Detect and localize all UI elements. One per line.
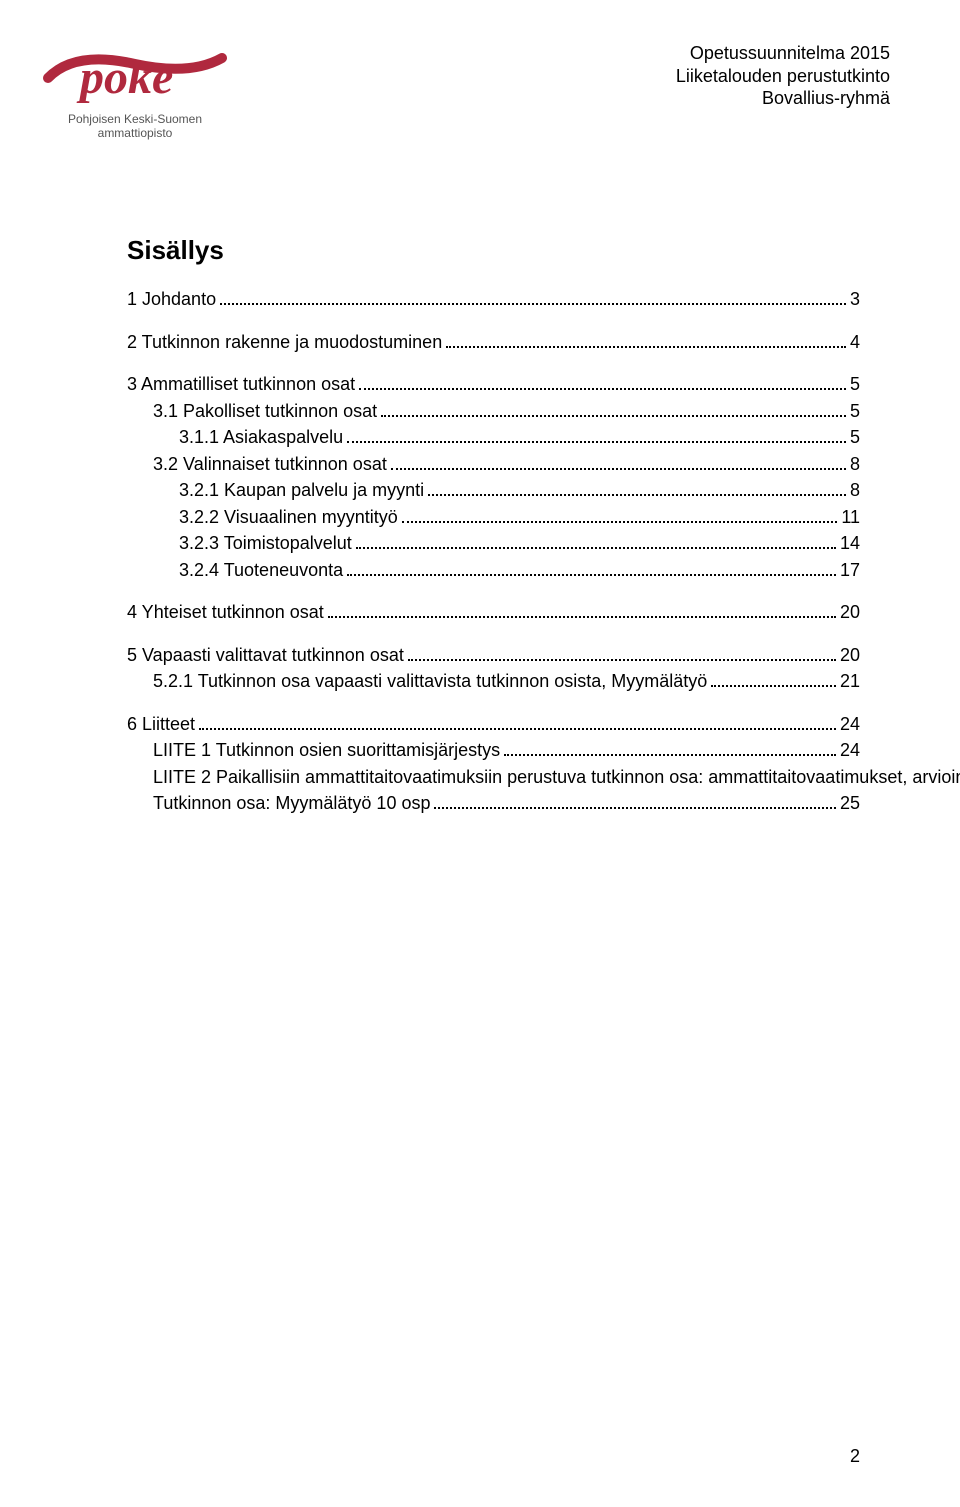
toc-entry-label: 3.2.4 Tuoteneuvonta — [127, 559, 343, 582]
toc-entry-page: 4 — [850, 331, 860, 354]
toc-entry[interactable]: 2 Tutkinnon rakenne ja muodostuminen 4 — [127, 331, 860, 354]
toc-entry-label: 4 Yhteiset tutkinnon osat — [127, 601, 324, 624]
toc-entry-label: 5 Vapaasti valittavat tutkinnon osat — [127, 644, 404, 667]
svg-text:poke: poke — [76, 51, 173, 104]
logo-icon: poke — [40, 38, 230, 108]
toc-entry-page: 20 — [840, 601, 860, 624]
toc-entry-label: 3.2.1 Kaupan palvelu ja myynti — [127, 479, 424, 502]
toc-entry-page: 25 — [840, 792, 860, 815]
toc-entry-page: 8 — [850, 479, 860, 502]
toc-entry[interactable]: 5 Vapaasti valittavat tutkinnon osat 20 — [127, 644, 860, 667]
toc-entry[interactable]: LIITE 2 Paikallisiin ammattitaitovaatimu… — [127, 766, 860, 789]
logo-subtitle: Pohjoisen Keski-Suomen ammattiopisto — [68, 112, 202, 141]
toc-entry-page: 24 — [840, 739, 860, 762]
logo-sub-line1: Pohjoisen Keski-Suomen — [68, 112, 202, 126]
toc-dots — [391, 455, 846, 469]
toc-dots — [220, 291, 846, 305]
logo: poke Pohjoisen Keski-Suomen ammattiopist… — [40, 38, 230, 141]
toc-entry-page: 3 — [850, 288, 860, 311]
toc-entry-page: 21 — [840, 670, 860, 693]
toc-list: 1 Johdanto 3 2 Tutkinnon rakenne ja muodos… — [127, 288, 860, 815]
toc-entry-label: 1 Johdanto — [127, 288, 216, 311]
toc-entry[interactable]: 3.2 Valinnaiset tutkinnon osat 8 — [127, 453, 860, 476]
toc-entry-label: 3.1.1 Asiakaspalvelu — [127, 426, 343, 449]
header-line3: Bovallius-ryhmä — [676, 87, 890, 110]
toc-entry-label: 5.2.1 Tutkinnon osa vapaasti valittavist… — [127, 670, 707, 693]
toc-entry-label: 3.2.2 Visuaalinen myyntityö — [127, 506, 398, 529]
toc-entry-label: LIITE 2 Paikallisiin ammattitaitovaatimu… — [127, 766, 960, 789]
toc-dots — [359, 376, 846, 390]
toc-dots — [347, 429, 846, 443]
toc-dots — [434, 795, 835, 809]
toc-entry-label: LIITE 1 Tutkinnon osien suorittamisjärje… — [127, 739, 500, 762]
header-right: Opetussuunnitelma 2015 Liiketalouden per… — [676, 42, 890, 110]
header-line2: Liiketalouden perustutkinto — [676, 65, 890, 88]
toc-entry-page: 20 — [840, 644, 860, 667]
toc-entry[interactable]: Tutkinnon osa: Myymälätyö 10 osp 25 — [127, 792, 860, 815]
toc-dots — [408, 646, 836, 660]
toc-dots — [428, 482, 846, 496]
toc-entry[interactable]: 3.1.1 Asiakaspalvelu 5 — [127, 426, 860, 449]
toc-dots — [328, 604, 836, 618]
toc-entry[interactable]: 3.2.3 Toimistopalvelut 14 — [127, 532, 860, 555]
toc-dots — [347, 561, 836, 575]
toc-entry-label: 2 Tutkinnon rakenne ja muodostuminen — [127, 331, 442, 354]
toc-entry-page: 24 — [840, 713, 860, 736]
toc-entry-label: 3.2.3 Toimistopalvelut — [127, 532, 352, 555]
toc-entry[interactable]: 4 Yhteiset tutkinnon osat 20 — [127, 601, 860, 624]
toc-dots — [356, 535, 836, 549]
toc-entry-page: 8 — [850, 453, 860, 476]
toc-entry-label: Tutkinnon osa: Myymälätyö 10 osp — [127, 792, 430, 815]
toc-entry-label: 3.1 Pakolliset tutkinnon osat — [127, 400, 377, 423]
page-number: 2 — [850, 1446, 860, 1467]
toc-entry-label: 6 Liitteet — [127, 713, 195, 736]
header-line1: Opetussuunnitelma 2015 — [676, 42, 890, 65]
toc-entry[interactable]: 1 Johdanto 3 — [127, 288, 860, 311]
toc-entry-page: 5 — [850, 400, 860, 423]
toc-entry[interactable]: 3.2.1 Kaupan palvelu ja myynti 8 — [127, 479, 860, 502]
toc-entry-label: 3.2 Valinnaiset tutkinnon osat — [127, 453, 387, 476]
toc-entry-page: 5 — [850, 373, 860, 396]
toc: Sisällys 1 Johdanto 3 2 Tutkinnon rakenne … — [127, 235, 860, 819]
toc-entry[interactable]: LIITE 1 Tutkinnon osien suorittamisjärje… — [127, 739, 860, 762]
logo-sub-line2: ammattiopisto — [68, 126, 202, 140]
toc-entry[interactable]: 3.2.4 Tuoteneuvonta 17 — [127, 559, 860, 582]
toc-entry-page: 11 — [841, 506, 860, 529]
toc-dots — [711, 673, 836, 687]
toc-entry[interactable]: 3 Ammatilliset tutkinnon osat 5 — [127, 373, 860, 396]
toc-entry[interactable]: 6 Liitteet 24 — [127, 713, 860, 736]
toc-entry-page: 5 — [850, 426, 860, 449]
toc-dots — [199, 715, 836, 729]
toc-entry[interactable]: 3.2.2 Visuaalinen myyntityö 11 — [127, 506, 860, 529]
toc-dots — [381, 402, 846, 416]
toc-dots — [504, 742, 836, 756]
toc-entry[interactable]: 3.1 Pakolliset tutkinnon osat 5 — [127, 400, 860, 423]
toc-entry-page: 17 — [840, 559, 860, 582]
page-header: poke Pohjoisen Keski-Suomen ammattiopist… — [40, 38, 890, 141]
toc-entry-label: 3 Ammatilliset tutkinnon osat — [127, 373, 355, 396]
toc-entry[interactable]: 5.2.1 Tutkinnon osa vapaasti valittavist… — [127, 670, 860, 693]
toc-dots — [446, 333, 846, 347]
toc-title: Sisällys — [127, 235, 860, 266]
toc-entry-page: 14 — [840, 532, 860, 555]
toc-dots — [402, 508, 838, 522]
